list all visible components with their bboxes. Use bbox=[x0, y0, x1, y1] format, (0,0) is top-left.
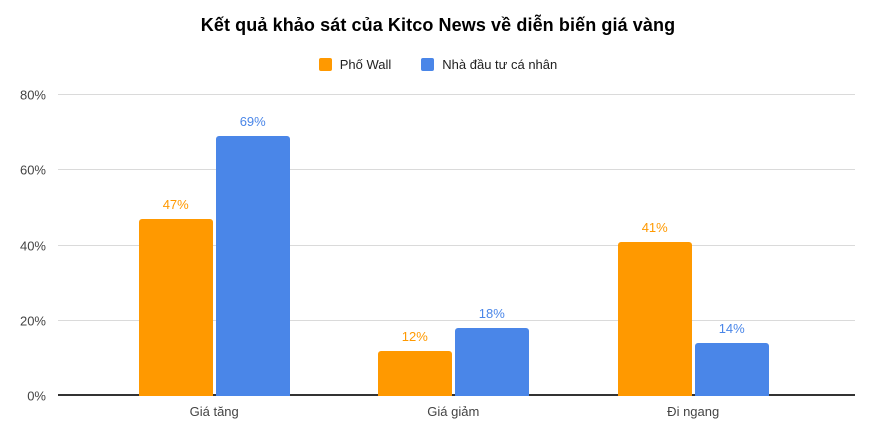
plot-area: 47% 69% 12% 18% 41% 14% bbox=[58, 94, 855, 396]
bar-series0-cat0 bbox=[138, 219, 213, 396]
bar-series0-cat2 bbox=[617, 241, 692, 396]
y-axis-tick-label: 20% bbox=[19, 313, 46, 329]
gridline bbox=[58, 319, 855, 321]
y-axis-labels: 0% 20% 40% 60% 80% bbox=[0, 88, 48, 404]
y-axis-tick-label: 0% bbox=[27, 388, 46, 404]
legend-swatch-nha-dau-tu bbox=[421, 58, 435, 71]
legend-item-pho-wall: Phố Wall bbox=[318, 57, 392, 72]
bar-series1-cat0 bbox=[215, 136, 290, 396]
bar-series0-cat1 bbox=[377, 350, 452, 396]
bar-value-label: 41% bbox=[641, 219, 668, 235]
bar-series1-cat2 bbox=[694, 343, 769, 396]
legend: Phố Wall Nhà đầu tư cá nhân bbox=[0, 57, 876, 72]
gridline bbox=[58, 94, 855, 95]
y-axis-tick-label: 40% bbox=[19, 238, 46, 253]
gridline bbox=[58, 244, 855, 246]
bar-value-label: 14% bbox=[718, 321, 745, 337]
x-axis-label: Giá tăng bbox=[189, 404, 239, 419]
bar-series1-cat1 bbox=[454, 328, 529, 396]
legend-swatch-pho-wall bbox=[318, 58, 332, 71]
gridline bbox=[58, 169, 855, 171]
y-axis-tick-label: 60% bbox=[19, 162, 46, 178]
chart-title: Kết quả khảo sát của Kitco News về diễn … bbox=[200, 15, 676, 35]
x-axis-label: Đi ngang bbox=[667, 404, 720, 419]
x-axis-label: Giá giảm bbox=[427, 404, 480, 419]
bar-value-label: 18% bbox=[478, 306, 505, 322]
legend-item-nha-dau-tu: Nhà đầu tư cá nhân bbox=[421, 57, 557, 72]
bar-value-label: 47% bbox=[162, 197, 189, 213]
legend-label-nha-dau-tu: Nhà đầu tư cá nhân bbox=[442, 57, 558, 72]
bar-value-label: 69% bbox=[239, 114, 266, 130]
y-axis-tick-label: 80% bbox=[19, 87, 46, 103]
x-axis-labels: Giá tăng Giá giảm Đi ngang bbox=[58, 404, 855, 424]
bar-value-label: 12% bbox=[401, 328, 428, 344]
legend-label-pho-wall: Phố Wall bbox=[339, 57, 392, 72]
